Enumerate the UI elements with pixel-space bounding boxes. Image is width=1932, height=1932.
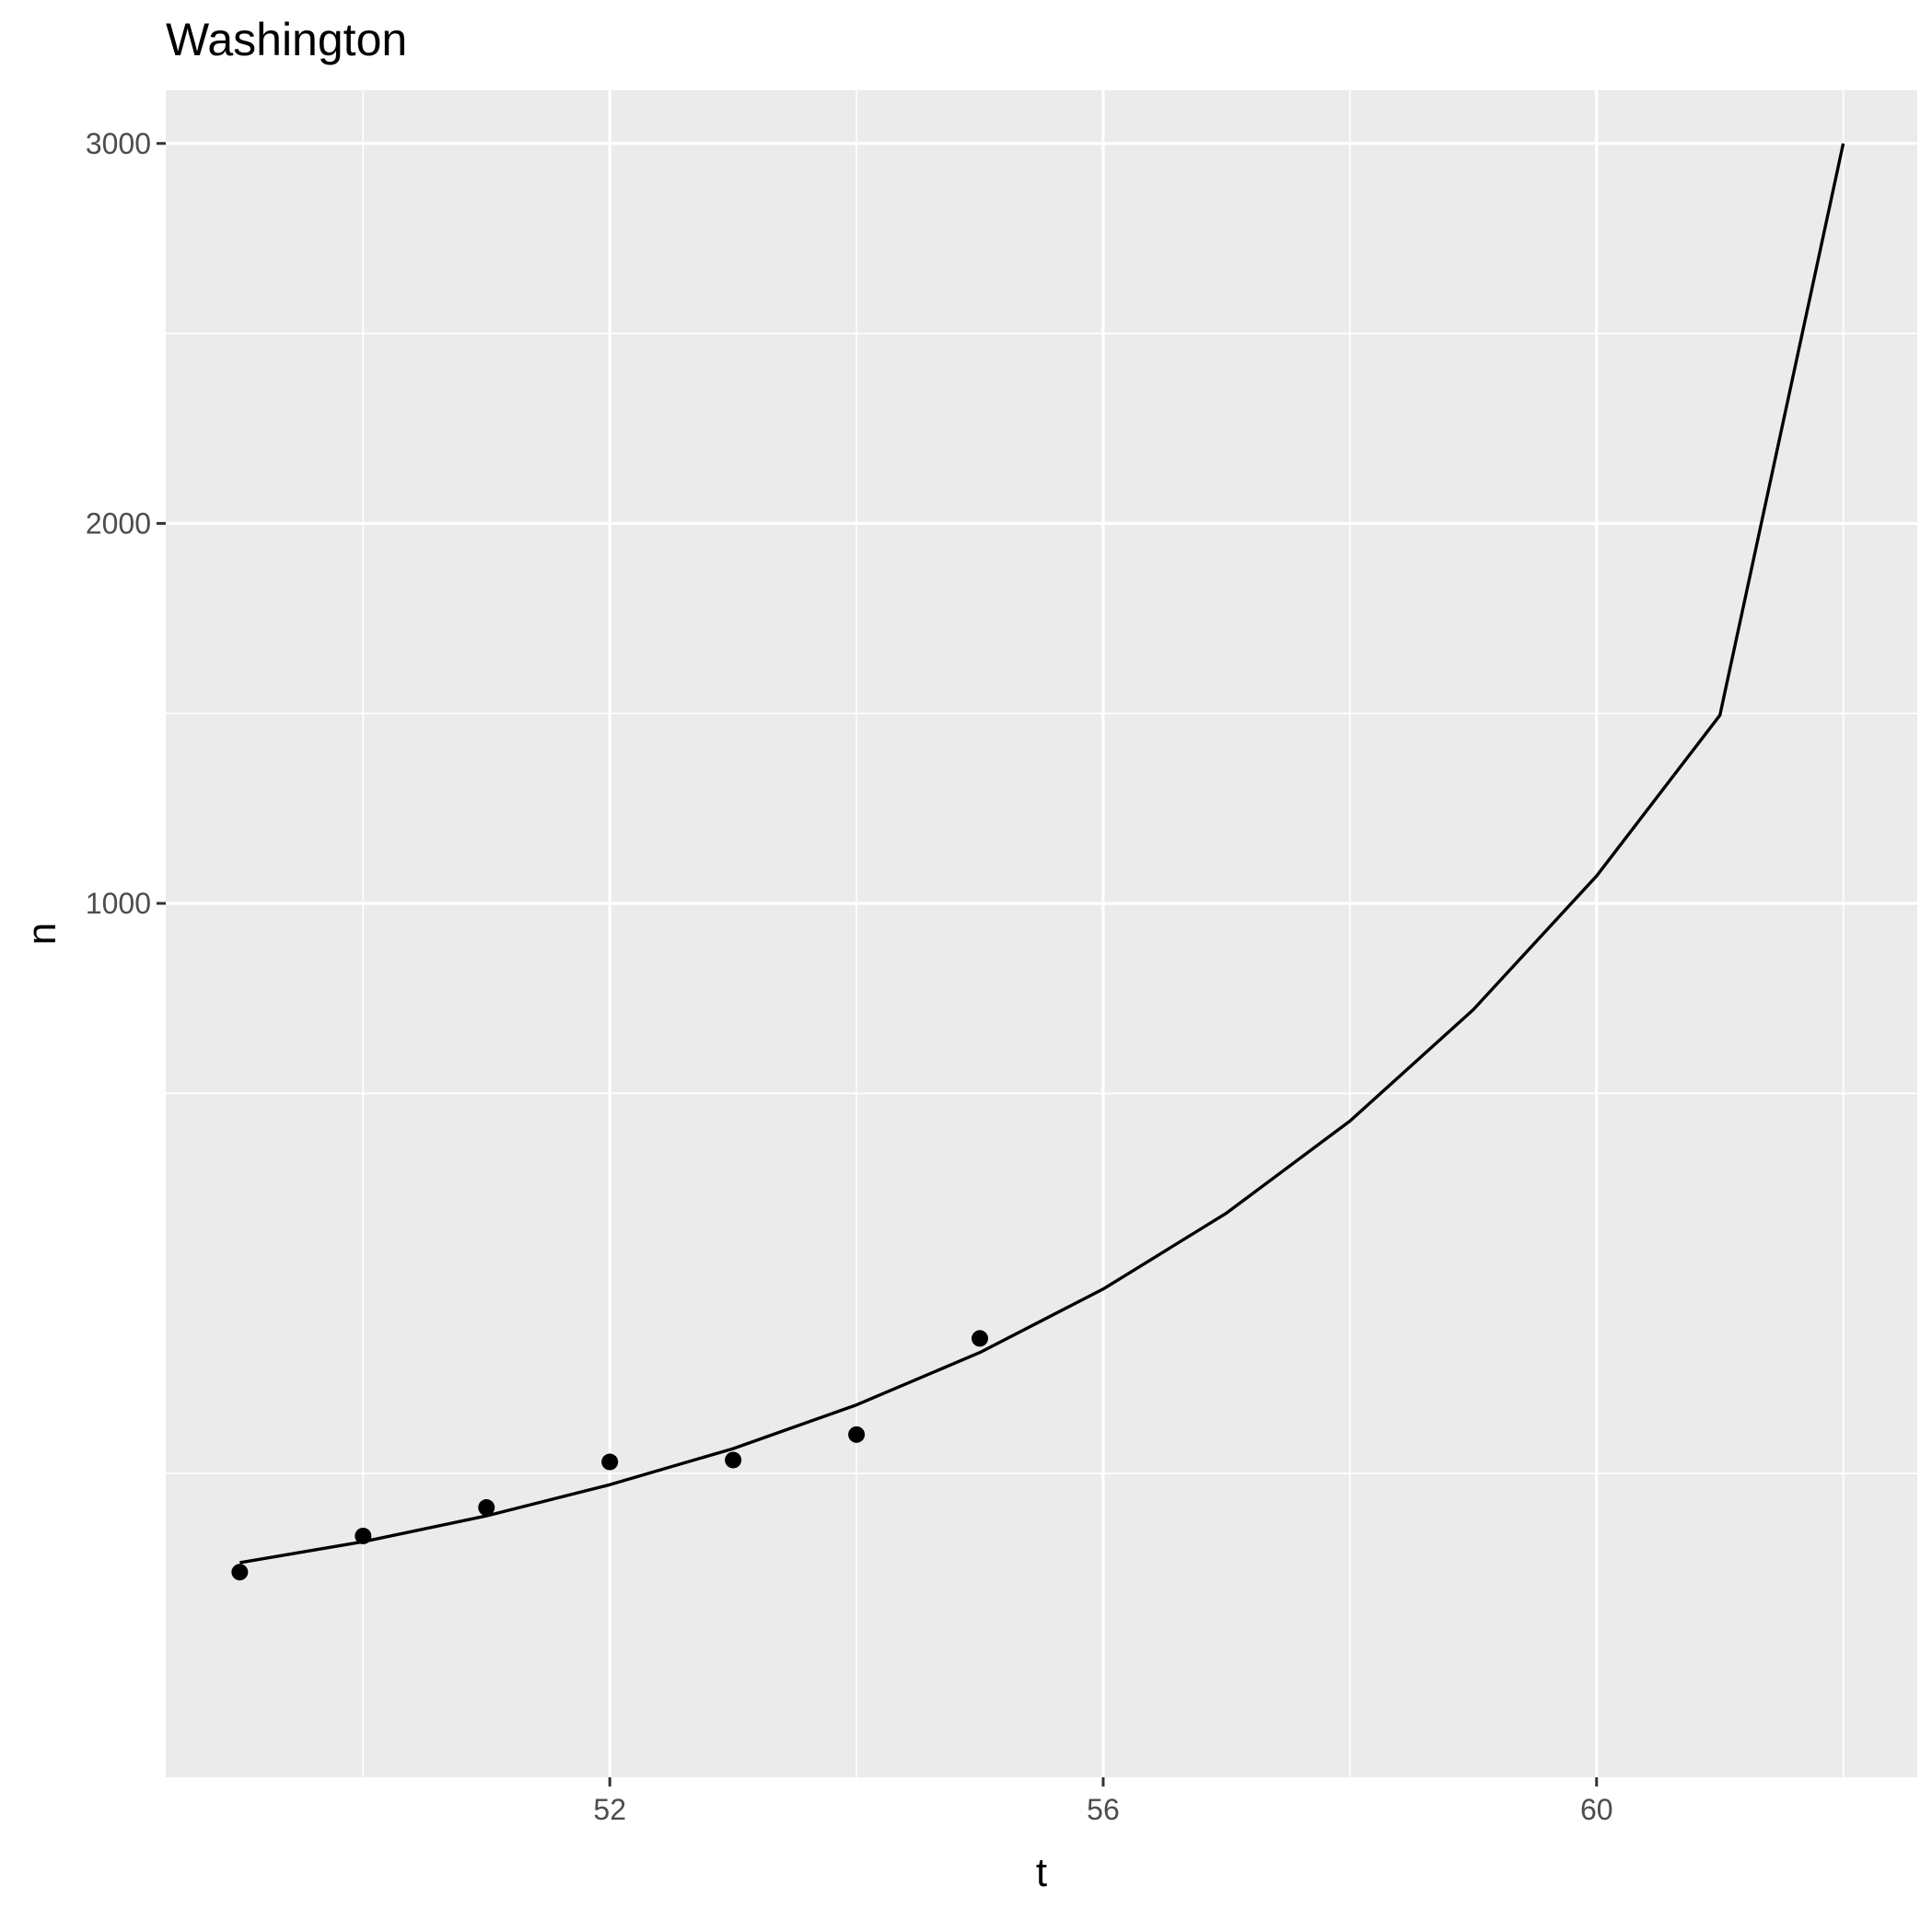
x-tick-label: 60 [1580, 1793, 1613, 1826]
data-point [972, 1330, 989, 1347]
x-tick-label: 52 [593, 1793, 626, 1826]
y-tick-label: 1000 [86, 887, 151, 920]
minor-gridlines [166, 90, 1917, 1777]
plot-panel [166, 90, 1917, 1777]
x-axis-title: t [1036, 1850, 1047, 1895]
data-point [601, 1453, 619, 1471]
chart-title: Washington [166, 14, 407, 65]
y-tick-label: 2000 [86, 506, 151, 540]
data-point [478, 1499, 495, 1517]
major-gridlines [166, 90, 1917, 1777]
data-point [231, 1564, 249, 1581]
data-point [848, 1426, 866, 1443]
y-axis-title: n [19, 923, 64, 945]
y-tick-label: 3000 [86, 127, 151, 160]
data-point [725, 1451, 742, 1469]
fit-line [239, 143, 1845, 1565]
x-axis: 52 56 60 [593, 1777, 1613, 1826]
data-points-layer [231, 1330, 989, 1581]
y-axis: 1000 2000 3000 [86, 127, 166, 920]
x-tick-label: 56 [1087, 1793, 1120, 1826]
fit-line-layer [239, 143, 1845, 1565]
data-point [355, 1527, 372, 1544]
